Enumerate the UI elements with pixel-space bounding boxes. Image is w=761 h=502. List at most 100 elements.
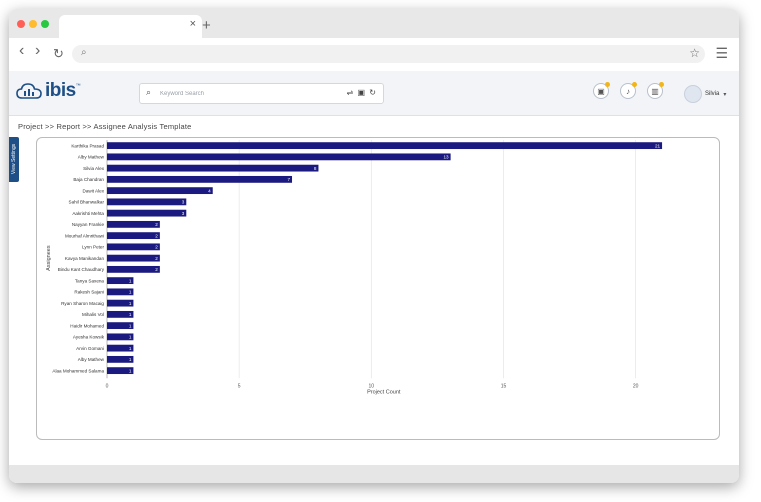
y-axis-title: Assignees xyxy=(46,245,52,271)
bar-value-label: 8 xyxy=(314,166,317,171)
photo-icon-glyph: ▣ xyxy=(597,86,605,96)
bar-value-label: 21 xyxy=(655,143,661,148)
minimize-window-button[interactable] xyxy=(29,20,37,28)
y-category-label: Bindu Kant Chaudhary xyxy=(58,267,105,272)
bar-value-label: 4 xyxy=(208,188,211,193)
address-bar: ‹ › ↻ ⌕ ☆ ☰ xyxy=(9,38,739,71)
chevron-down-icon: ▾ xyxy=(723,91,727,98)
y-category-label: Aakrishti Mehta xyxy=(72,211,104,216)
user-menu[interactable]: Silvia ▾ xyxy=(684,85,726,103)
browser-tab-bar: × + xyxy=(9,9,739,38)
y-category-label: Haidir Mohamed xyxy=(70,323,104,328)
bar-value-label: 3 xyxy=(182,200,185,205)
notification-badge xyxy=(659,82,664,87)
bar-value-label: 1 xyxy=(129,346,132,351)
y-category-label: Ryan Sharon Macaig xyxy=(61,301,104,306)
forward-icon[interactable]: › xyxy=(35,42,41,59)
photo-icon[interactable]: ▣ xyxy=(593,82,610,99)
y-category-label: Mihalis Vol xyxy=(82,312,104,317)
x-tick-label: 0 xyxy=(106,383,109,389)
reload-icon[interactable]: ↻ xyxy=(53,46,64,61)
y-category-label: Baja Chandran xyxy=(73,177,104,182)
search-icon: ⌕ xyxy=(81,47,87,58)
logo-text: ibis xyxy=(45,80,76,101)
y-category-label: Arvin Gomani xyxy=(76,346,104,351)
ibis-logo[interactable]: ibis ™ xyxy=(16,80,81,102)
bar xyxy=(107,232,160,240)
bar-value-label: 1 xyxy=(129,323,132,328)
view-settings-label: View Settings xyxy=(11,143,17,175)
browser-menu-icon[interactable]: ☰ xyxy=(715,45,728,61)
x-tick-label: 5 xyxy=(238,383,241,389)
view-settings-tab[interactable]: View Settings xyxy=(9,137,19,182)
bar-value-label: 2 xyxy=(155,233,158,238)
keyword-search-box: ⌕ ⇌ ▣ ↻ xyxy=(139,83,384,104)
search-filter-icons[interactable]: ⇌ ▣ ↻ xyxy=(346,88,377,97)
chart-icon[interactable]: ▥ xyxy=(647,82,664,99)
x-tick-label: 15 xyxy=(501,383,507,389)
y-category-label: Rakesh Sajani xyxy=(74,290,104,295)
x-tick-label: 10 xyxy=(369,383,375,389)
bar xyxy=(107,209,187,217)
y-category-label: Karthika Prasad xyxy=(71,143,104,148)
bar xyxy=(107,310,134,318)
bar xyxy=(107,142,663,150)
bell-icon-glyph: ♪ xyxy=(626,86,630,96)
bar xyxy=(107,299,134,307)
chart-icon-glyph: ▥ xyxy=(651,86,659,96)
y-category-label: Ayesha Kowsik xyxy=(73,335,105,340)
bar-value-label: 1 xyxy=(129,290,132,295)
bar-value-label: 1 xyxy=(129,278,132,283)
new-tab-icon[interactable]: + xyxy=(202,17,211,34)
user-name: Silvia xyxy=(705,91,720,97)
y-category-label: Alby Mathew xyxy=(78,155,105,160)
keyword-search-input[interactable] xyxy=(160,87,340,100)
y-category-label: Lynn Peter xyxy=(82,245,105,250)
y-category-label: Mourhaf Almrithawi xyxy=(65,233,104,238)
chart-panel: 0 5 10 15 20 Karthika Prasad 21 Alby Mathew 13 Si… xyxy=(36,137,720,440)
bell-icon[interactable]: ♪ xyxy=(620,82,637,99)
breadcrumb: Project >> Report >> Assignee Analysis T… xyxy=(18,122,192,131)
y-category-label: Dawit Alex xyxy=(83,188,105,193)
cloud-icon xyxy=(16,83,42,99)
y-category-label: Tanya Saxena xyxy=(75,278,105,283)
bar-value-label: 1 xyxy=(129,368,132,373)
bar-value-label: 1 xyxy=(129,301,132,306)
y-category-label: Sahil Bhanwalkar xyxy=(69,200,105,205)
bar-value-label: 7 xyxy=(287,177,290,182)
bar-value-label: 13 xyxy=(443,155,449,160)
bar xyxy=(107,187,213,195)
x-tick-label: 20 xyxy=(633,383,639,389)
bar xyxy=(107,164,319,172)
bar-value-label: 1 xyxy=(129,312,132,317)
y-category-label: Silvia Alex xyxy=(83,166,105,171)
browser-bottom-bar xyxy=(9,465,739,483)
maximize-window-button[interactable] xyxy=(41,20,49,28)
avatar xyxy=(684,85,702,103)
bar xyxy=(107,243,160,251)
bar xyxy=(107,220,160,228)
browser-tab[interactable]: × xyxy=(59,15,202,38)
url-field[interactable]: ⌕ ☆ xyxy=(72,45,705,63)
bar xyxy=(107,367,134,375)
bookmark-star-icon[interactable]: ☆ xyxy=(689,46,700,60)
bar xyxy=(107,175,293,183)
bar xyxy=(107,153,451,161)
bar-value-label: 1 xyxy=(129,357,132,362)
x-axis-title: Project Count xyxy=(367,389,401,395)
close-window-button[interactable] xyxy=(17,20,25,28)
back-icon[interactable]: ‹ xyxy=(19,42,25,59)
bar xyxy=(107,265,160,273)
bar xyxy=(107,344,134,352)
y-category-label: Alaa Mohammed Salama xyxy=(52,368,104,373)
bar-value-label: 1 xyxy=(129,335,132,340)
bar xyxy=(107,333,134,341)
bar xyxy=(107,355,134,363)
bar xyxy=(107,277,134,285)
bar xyxy=(107,254,160,262)
tab-close-icon[interactable]: × xyxy=(189,18,196,30)
y-category-label: Alby Mathew xyxy=(78,357,105,362)
notification-badge xyxy=(605,82,610,87)
bar xyxy=(107,198,187,206)
